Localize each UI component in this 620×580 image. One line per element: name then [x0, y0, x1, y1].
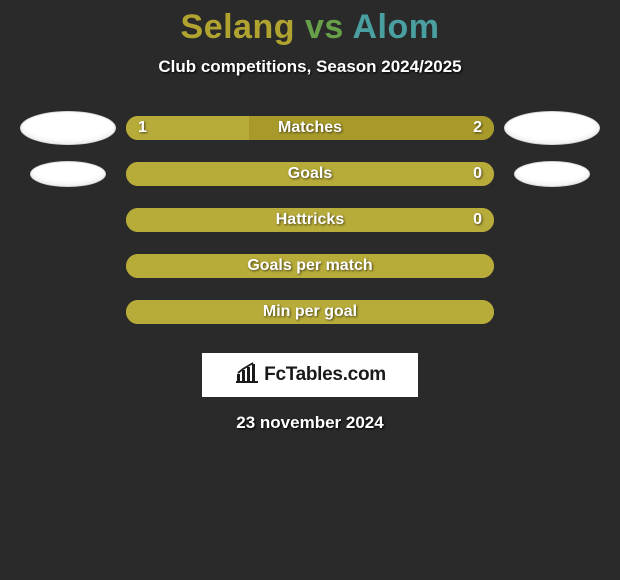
- stat-value-left: 1: [138, 116, 147, 140]
- date-label: 23 november 2024: [0, 413, 620, 433]
- stat-row: Goals0: [18, 151, 602, 197]
- stat-bar: Hattricks0: [126, 208, 494, 232]
- stat-label: Goals per match: [126, 254, 494, 278]
- comparison-chart: Matches12Goals0Hattricks0Goals per match…: [0, 105, 620, 335]
- right-badge-cell: [502, 111, 602, 145]
- page-title: Selang vs Alom: [0, 0, 620, 47]
- left-badge-cell: [18, 161, 118, 187]
- vs-text: vs: [305, 8, 344, 46]
- stat-value-right: 2: [473, 116, 482, 140]
- logo-box[interactable]: FcTables.com: [202, 353, 418, 397]
- player1-badge: [20, 111, 116, 145]
- player2-name: Alom: [352, 8, 439, 46]
- player2-badge: [514, 161, 590, 187]
- right-badge-cell: [502, 161, 602, 187]
- stat-row: Goals per match: [18, 243, 602, 289]
- stat-value-right: 0: [473, 208, 482, 232]
- stat-label: Min per goal: [126, 300, 494, 324]
- stat-label: Goals: [126, 162, 494, 186]
- stat-label: Matches: [126, 116, 494, 140]
- left-badge-cell: [18, 111, 118, 145]
- stat-label: Hattricks: [126, 208, 494, 232]
- stat-value-right: 0: [473, 162, 482, 186]
- stat-row: Hattricks0: [18, 197, 602, 243]
- stat-bar: Min per goal: [126, 300, 494, 324]
- logo-text: FcTables.com: [264, 364, 386, 386]
- chart-icon: [234, 362, 260, 389]
- stat-row: Matches1 2: [18, 105, 602, 151]
- stat-bar: Goals per match: [126, 254, 494, 278]
- stat-bar: Goals0: [126, 162, 494, 186]
- player2-badge: [504, 111, 600, 145]
- stat-row: Min per goal: [18, 289, 602, 335]
- player1-name: Selang: [181, 8, 295, 46]
- player1-badge: [30, 161, 106, 187]
- subtitle: Club competitions, Season 2024/2025: [0, 57, 620, 77]
- stat-bar: Matches1 2: [126, 116, 494, 140]
